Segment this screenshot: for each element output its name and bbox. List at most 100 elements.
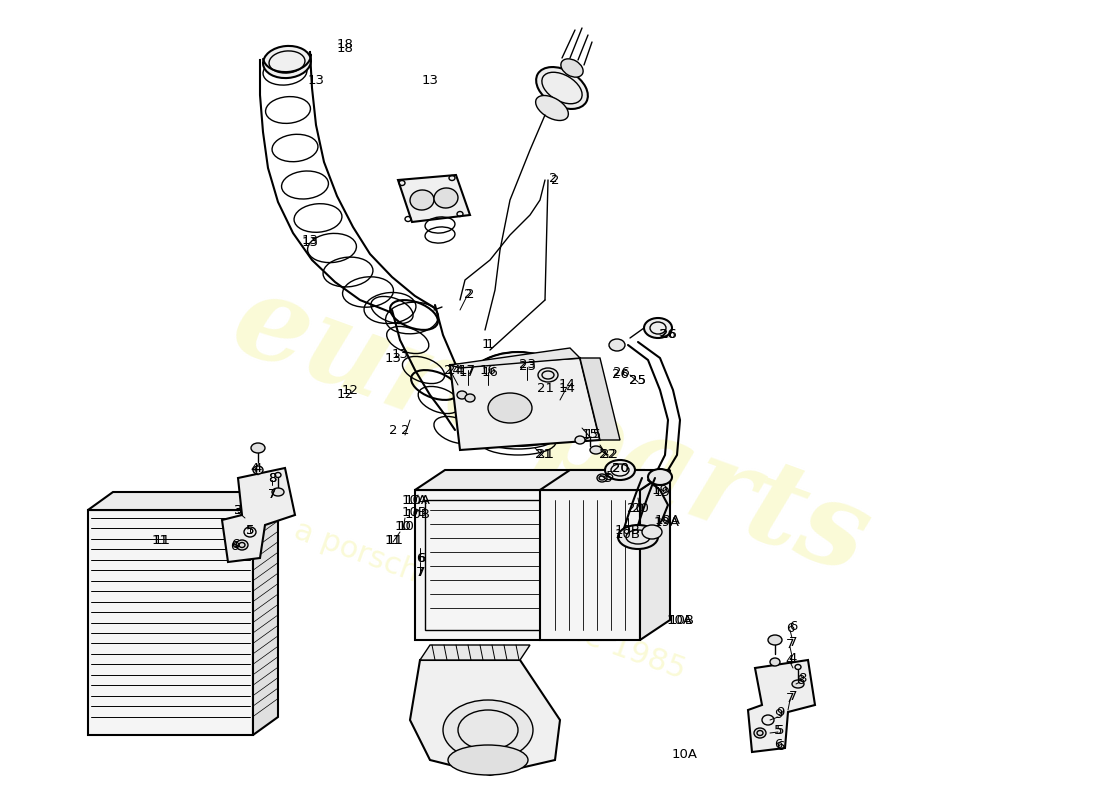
Text: 10A: 10A: [405, 494, 431, 506]
Text: 5: 5: [776, 723, 784, 737]
Text: 26: 26: [612, 369, 628, 382]
Ellipse shape: [561, 59, 583, 77]
Text: 26: 26: [659, 329, 675, 342]
Text: 4: 4: [785, 654, 794, 666]
Text: 13: 13: [301, 235, 319, 249]
Text: 18: 18: [337, 38, 353, 51]
Text: 24: 24: [443, 363, 461, 377]
Text: 5: 5: [606, 470, 614, 483]
Ellipse shape: [463, 352, 573, 428]
Ellipse shape: [605, 460, 635, 480]
Text: 2: 2: [549, 171, 558, 185]
Polygon shape: [450, 358, 600, 450]
Polygon shape: [253, 492, 278, 735]
Polygon shape: [615, 470, 645, 640]
Text: 7: 7: [789, 690, 797, 702]
Polygon shape: [450, 348, 580, 368]
Ellipse shape: [792, 680, 804, 688]
Ellipse shape: [575, 436, 585, 444]
Text: 10: 10: [397, 521, 415, 534]
Text: 5: 5: [604, 471, 613, 485]
Text: 8: 8: [267, 471, 276, 485]
Text: 7: 7: [267, 489, 276, 502]
Text: 10: 10: [395, 521, 411, 534]
Text: 18: 18: [337, 42, 353, 54]
Text: 10B: 10B: [615, 529, 641, 542]
Text: 5: 5: [245, 523, 254, 537]
Text: 12: 12: [337, 389, 353, 402]
Polygon shape: [415, 490, 615, 640]
Text: 20: 20: [627, 502, 644, 514]
Text: 23: 23: [518, 358, 536, 371]
Polygon shape: [540, 490, 640, 640]
Text: 15: 15: [584, 429, 602, 442]
Text: 4: 4: [254, 462, 262, 474]
Text: 6: 6: [773, 738, 782, 751]
Text: 6: 6: [789, 619, 797, 633]
Text: 13: 13: [385, 351, 402, 365]
Text: 22: 22: [602, 447, 618, 461]
Ellipse shape: [644, 318, 672, 338]
Polygon shape: [470, 388, 566, 430]
Ellipse shape: [770, 658, 780, 666]
Text: 7: 7: [789, 635, 797, 649]
Polygon shape: [410, 660, 560, 775]
Text: 8: 8: [267, 471, 276, 485]
Polygon shape: [415, 470, 645, 490]
Polygon shape: [540, 470, 670, 490]
Text: 10B: 10B: [402, 506, 428, 519]
Text: 25: 25: [628, 374, 646, 387]
Text: eurOparts: eurOparts: [217, 262, 883, 598]
Ellipse shape: [538, 368, 558, 382]
Text: 1: 1: [486, 338, 494, 351]
Text: 11: 11: [152, 534, 168, 546]
Text: 20: 20: [612, 462, 628, 474]
Ellipse shape: [236, 540, 248, 550]
Text: 26: 26: [660, 329, 676, 342]
Text: 22: 22: [600, 449, 616, 462]
Text: 7: 7: [417, 566, 426, 578]
Text: 17: 17: [459, 366, 475, 379]
Text: 12: 12: [341, 383, 359, 397]
Text: 16: 16: [480, 363, 496, 377]
Ellipse shape: [465, 394, 475, 402]
Text: 5: 5: [773, 723, 782, 737]
Text: 6: 6: [230, 541, 239, 554]
Text: 26: 26: [613, 366, 629, 378]
Polygon shape: [580, 358, 620, 440]
Text: 13: 13: [421, 74, 439, 86]
Text: 10A: 10A: [672, 749, 698, 762]
Text: 3: 3: [233, 503, 242, 517]
Text: 2: 2: [388, 423, 397, 437]
Text: a porsche parts since 1985: a porsche parts since 1985: [290, 515, 690, 685]
Text: 14: 14: [559, 382, 575, 394]
Ellipse shape: [488, 393, 532, 423]
Text: 7: 7: [267, 489, 276, 502]
Ellipse shape: [648, 469, 672, 485]
Text: 10B: 10B: [669, 614, 695, 626]
Text: 13: 13: [308, 74, 324, 86]
Text: 7: 7: [785, 638, 794, 651]
Text: 11: 11: [386, 534, 404, 546]
Text: 1: 1: [482, 338, 491, 350]
Text: 10B: 10B: [615, 523, 641, 537]
Ellipse shape: [263, 46, 311, 78]
Ellipse shape: [768, 635, 782, 645]
Text: 2: 2: [465, 289, 474, 302]
Polygon shape: [398, 175, 470, 222]
Bar: [425, 500, 605, 630]
Text: 20: 20: [612, 462, 628, 474]
Text: 10A: 10A: [402, 494, 428, 506]
Text: 6: 6: [416, 551, 425, 565]
Text: 6: 6: [776, 741, 784, 754]
Text: 15: 15: [582, 429, 598, 442]
Text: 19A: 19A: [654, 514, 681, 526]
Polygon shape: [88, 510, 253, 735]
Text: 19: 19: [653, 486, 670, 498]
Ellipse shape: [434, 188, 458, 208]
Ellipse shape: [448, 745, 528, 775]
Text: 8: 8: [795, 674, 804, 686]
Ellipse shape: [272, 488, 284, 496]
Text: 10B: 10B: [405, 507, 431, 521]
Text: 19: 19: [651, 483, 669, 497]
